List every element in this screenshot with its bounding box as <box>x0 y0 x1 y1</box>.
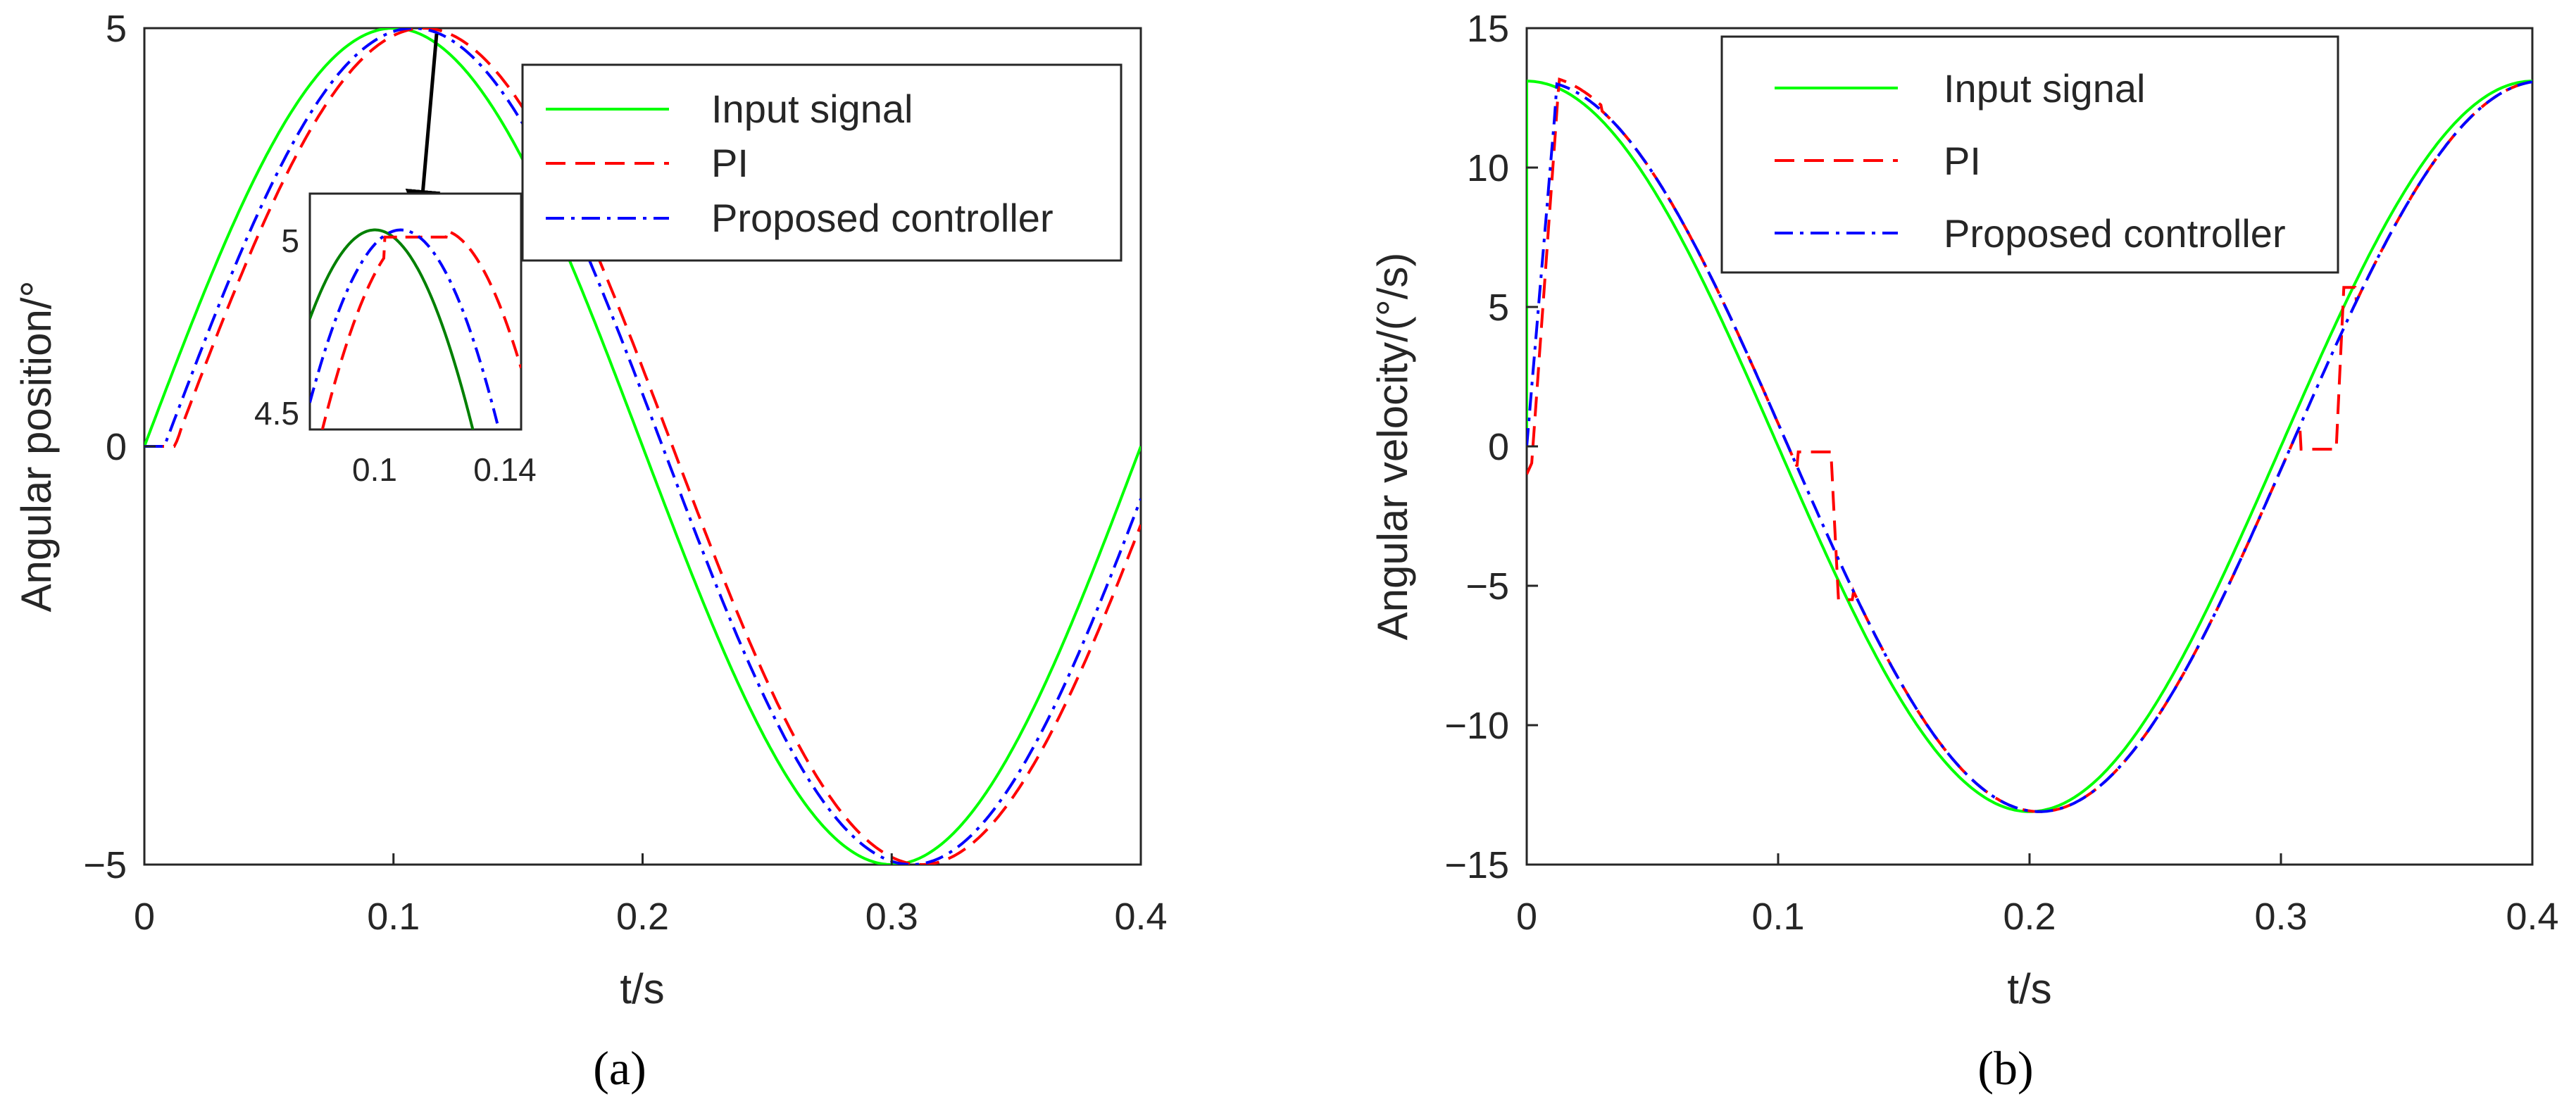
y-tick-label: 5 <box>1488 287 1509 329</box>
x-axis-label-b: t/s <box>2007 965 2051 1012</box>
x-ticks-a: 0 0.1 0.2 0.3 0.4 <box>134 853 1168 938</box>
legend-label-input-signal: Input signal <box>711 87 913 131</box>
y-tick-label: −10 <box>1444 705 1509 747</box>
inset-a: 5 4.5 0.1 0.14 <box>254 192 537 488</box>
y-tick-label: −5 <box>1465 565 1509 608</box>
panel-a: 0 0.1 0.2 0.3 0.4 −5 0 5 t/s Angular pos… <box>13 8 1168 1095</box>
y-ticks-b: −15 −10 −5 0 5 10 15 <box>1444 8 1538 886</box>
legend-b: Input signal PI Proposed controller <box>1720 35 2339 274</box>
y-tick-label: 0 <box>1488 426 1509 468</box>
inset-y-tick-label: 5 <box>281 222 299 259</box>
x-tick-label: 0 <box>1516 896 1537 938</box>
y-tick-label: 0 <box>106 426 127 468</box>
y-axis-label-b: Angular velocity/(°/s) <box>1369 253 1416 641</box>
y-tick-label: 10 <box>1467 147 1509 189</box>
inset-plot-area <box>308 192 523 431</box>
x-tick-label: 0.4 <box>2506 896 2558 938</box>
inset-x-tick-label: 0.1 <box>352 451 397 488</box>
legend-label-input-signal: Input signal <box>1944 66 2145 111</box>
panel-b: 0 0.1 0.2 0.3 0.4 −15 −10 −5 0 5 10 15 t… <box>1369 8 2559 1095</box>
series-line-pi-b <box>1527 77 2532 813</box>
x-tick-label: 0 <box>134 896 155 938</box>
series-line-proposed-controller-a <box>144 28 1141 865</box>
inset-x-tick-label: 0.14 <box>473 451 537 488</box>
panel-label-a: (a) <box>593 1041 646 1095</box>
x-tick-label: 0.2 <box>616 896 669 938</box>
y-ticks-a: −5 0 5 <box>83 8 156 886</box>
x-axis-label-a: t/s <box>620 965 664 1012</box>
series-group-a <box>144 28 1141 865</box>
inset-line-pi <box>320 229 521 429</box>
x-tick-label: 0.3 <box>2254 896 2307 938</box>
series-line-proposed-controller-b <box>1527 80 2532 813</box>
inset-y-tick-label: 4.5 <box>254 395 299 432</box>
x-tick-label: 0.1 <box>1751 896 1804 938</box>
series-line-pi-a <box>144 28 1141 865</box>
panel-label-b: (b) <box>1977 1041 2033 1095</box>
x-ticks-b: 0 0.1 0.2 0.3 0.4 <box>1516 853 2559 938</box>
legend-label-pi: PI <box>1944 139 1981 183</box>
series-group-b <box>1527 77 2532 813</box>
legend-label-pi: PI <box>711 141 749 185</box>
x-tick-label: 0.4 <box>1114 896 1167 938</box>
inset-line-proposed-controller <box>310 228 501 429</box>
legend-label-proposed-controller: Proposed controller <box>711 196 1053 240</box>
y-tick-label: −15 <box>1444 844 1509 886</box>
series-line-input-signal-a <box>144 28 1141 865</box>
y-tick-label: 15 <box>1467 8 1509 50</box>
x-tick-label: 0.3 <box>865 896 918 938</box>
inset-line-input-signal <box>310 228 475 429</box>
y-tick-label: 5 <box>106 8 127 50</box>
legend-a: Input signal PI Proposed controller <box>521 63 1123 262</box>
legend-label-proposed-controller: Proposed controller <box>1944 211 2286 256</box>
y-tick-label: −5 <box>83 844 127 886</box>
x-tick-label: 0.1 <box>367 896 420 938</box>
annotation-arrow <box>405 33 441 225</box>
y-axis-label-a: Angular position/° <box>13 281 60 613</box>
x-tick-label: 0.2 <box>2003 896 2056 938</box>
